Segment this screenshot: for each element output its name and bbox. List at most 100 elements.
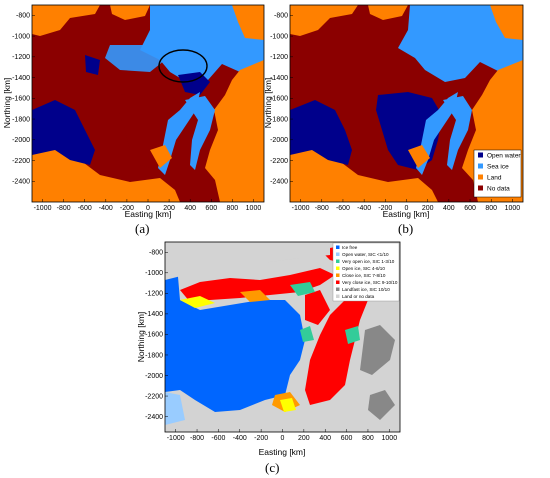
legend-label: Land (487, 175, 502, 182)
legend-swatch (478, 174, 483, 180)
x-tick-label: 800 (227, 205, 239, 212)
panel-a-ylabel: Northing [km] (2, 78, 12, 129)
y-tick-label: -1200 (12, 54, 30, 61)
x-tick-label: -1000 (34, 205, 52, 212)
y-tick-label: -2200 (270, 158, 288, 165)
x-tick-label: 200 (163, 205, 175, 212)
legend-label: Land or no data (342, 294, 375, 299)
y-tick-label: -1000 (145, 270, 163, 277)
legend-label: Sea ice (487, 164, 509, 171)
panel-a-xlabel: Easting [km] (125, 209, 172, 219)
legend-swatch (336, 252, 340, 256)
x-tick-label: 800 (485, 205, 497, 212)
x-tick-label: 0 (281, 435, 285, 442)
panel-c-legend: Ice free Open water, SIC <1/10 Very open i… (332, 242, 400, 302)
y-tick-label: -2000 (145, 373, 163, 380)
x-tick-label: 1000 (246, 205, 262, 212)
legend-label: No data (487, 186, 510, 193)
legend-swatch (336, 259, 340, 263)
y-tick-label: -1400 (270, 75, 288, 82)
panel-b-axes: -1000 -800 -600 -400 -200 0 200 400 600 800 1000-8… (270, 13, 520, 212)
y-tick-label: -1800 (12, 116, 30, 123)
x-tick-label: -600 (211, 435, 225, 442)
panel-c-axes: -1000 -800 -600 -400 -200 0 200 400 600 800 1000-8… (145, 250, 397, 442)
x-tick-label: 400 (443, 205, 455, 212)
x-tick-label: -800 (190, 435, 204, 442)
y-tick-label: -2200 (12, 158, 30, 165)
legend-swatch (336, 273, 340, 277)
y-tick-label: -2000 (12, 137, 30, 144)
x-tick-label: 800 (362, 435, 374, 442)
y-tick-label: -1600 (145, 332, 163, 339)
y-tick-label: -2400 (12, 179, 30, 186)
x-tick-label: -400 (233, 435, 247, 442)
panel-a-map (32, 5, 264, 202)
x-tick-label: 0 (146, 205, 150, 212)
y-tick-label: -1400 (12, 75, 30, 82)
y-tick-label: -1200 (145, 291, 163, 298)
legend-swatch (336, 245, 340, 249)
y-tick-label: -1200 (270, 54, 288, 61)
y-tick-label: -800 (149, 250, 163, 257)
x-tick-label: -400 (99, 205, 113, 212)
x-tick-label: -800 (57, 205, 71, 212)
x-tick-label: 0 (405, 205, 409, 212)
x-tick-label: -600 (78, 205, 92, 212)
legend-label: Open water (487, 153, 521, 160)
y-tick-label: -1600 (12, 96, 30, 103)
legend-label: Open ice, SIC 4-6/10 (342, 266, 385, 271)
panel-c-ylabel: Northing [km] (136, 312, 146, 363)
y-tick-label: -1800 (270, 116, 288, 123)
y-tick-label: -800 (274, 13, 288, 20)
y-tick-label: -2400 (145, 414, 163, 421)
x-tick-label: 200 (298, 435, 310, 442)
x-tick-label: -800 (315, 205, 329, 212)
y-tick-label: -800 (16, 13, 30, 20)
legend-swatch (336, 280, 340, 284)
panel-c-xlabel: Easting [km] (259, 447, 306, 457)
legend-swatch (478, 163, 483, 169)
panel-b-xlabel: Easting [km] (383, 209, 430, 219)
y-tick-label: -1000 (270, 33, 288, 40)
legend-swatch (336, 294, 340, 298)
x-tick-label: 200 (422, 205, 434, 212)
x-tick-label: 400 (319, 435, 331, 442)
x-tick-label: -200 (378, 205, 392, 212)
y-tick-label: -1600 (270, 96, 288, 103)
legend-label: Very close ice, SIC 9-10/10 (342, 280, 398, 285)
x-tick-label: -400 (357, 205, 371, 212)
legend-label: Close ice, SIC 7-8/10 (342, 273, 386, 278)
x-tick-label: 400 (184, 205, 196, 212)
panel-a-label: (a) (135, 221, 149, 236)
panel-b-legend: Open water Sea ice Land No data (473, 149, 521, 198)
legend-label: Very open ice, SIC 1-3/10 (342, 259, 395, 264)
legend-swatch (478, 185, 483, 191)
panel-b-label: (b) (398, 221, 413, 236)
x-tick-label: -1000 (292, 205, 310, 212)
panel-a-axes: -1000 -800 -600 -400 -200 0 200 400 600 800 1000-8… (12, 13, 261, 212)
y-tick-label: -2200 (145, 393, 163, 400)
x-tick-label: 600 (341, 435, 353, 442)
panel-a-highlight-ellipse (158, 49, 208, 83)
x-tick-label: -200 (120, 205, 134, 212)
x-tick-label: 600 (464, 205, 476, 212)
x-tick-label: -1000 (167, 435, 185, 442)
y-tick-label: -1000 (12, 33, 30, 40)
panel-c-label: (c) (265, 460, 279, 475)
y-tick-label: -1800 (145, 352, 163, 359)
legend-swatch (336, 287, 340, 291)
panel-b-ylabel: Northing [km] (263, 78, 273, 129)
y-tick-label: -1400 (145, 311, 163, 318)
x-tick-label: 1000 (505, 205, 521, 212)
legend-label: Landfast ice, SIC 10/10 (342, 287, 390, 292)
y-tick-label: -2000 (270, 137, 288, 144)
legend-swatch (478, 152, 483, 158)
x-tick-label: -200 (254, 435, 268, 442)
x-tick-label: 600 (205, 205, 217, 212)
y-tick-label: -2400 (270, 179, 288, 186)
legend-swatch (336, 266, 340, 270)
legend-label: Ice free (342, 245, 358, 250)
legend-label: Open water, SIC <1/10 (342, 252, 389, 257)
x-tick-label: 1000 (382, 435, 398, 442)
